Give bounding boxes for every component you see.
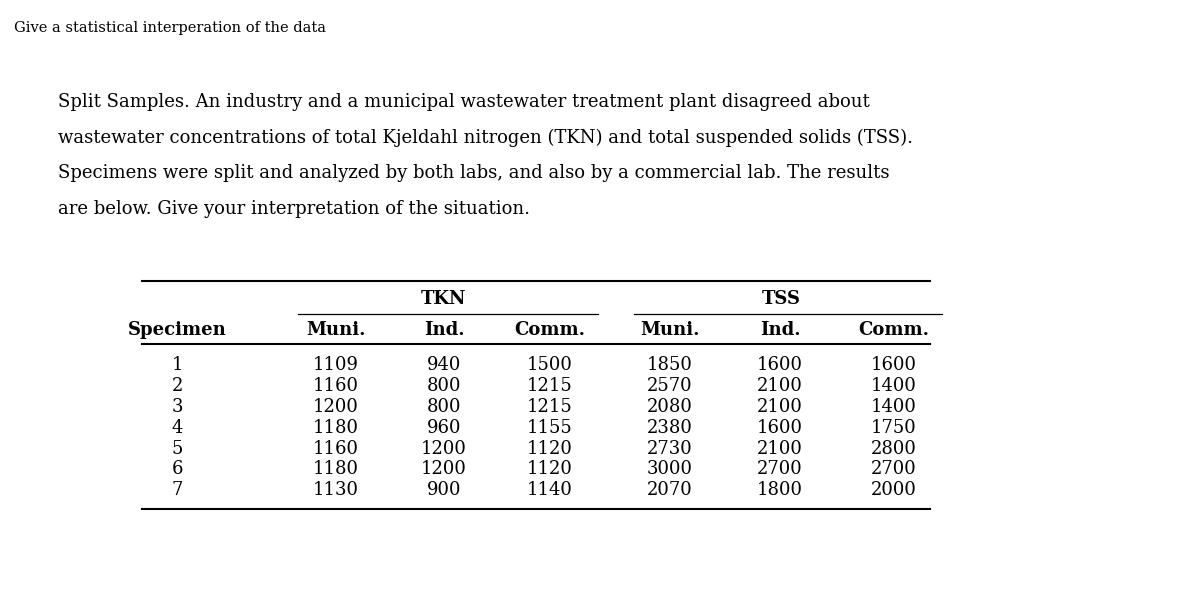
Text: 2080: 2080 <box>647 398 692 416</box>
Text: 2700: 2700 <box>757 460 803 478</box>
Text: 940: 940 <box>427 356 461 374</box>
Text: TKN: TKN <box>420 290 466 308</box>
Text: 1200: 1200 <box>421 460 467 478</box>
Text: 1500: 1500 <box>527 356 572 374</box>
Text: 2100: 2100 <box>757 398 803 416</box>
Text: Specimen: Specimen <box>128 321 227 339</box>
Text: 800: 800 <box>427 377 461 395</box>
Text: 2570: 2570 <box>647 377 692 395</box>
Text: 800: 800 <box>427 398 461 416</box>
Text: 2380: 2380 <box>647 419 692 437</box>
Text: 4: 4 <box>172 419 184 437</box>
Text: 1140: 1140 <box>527 481 572 499</box>
Text: 2000: 2000 <box>871 481 917 499</box>
Text: 1120: 1120 <box>527 460 572 478</box>
Text: 1800: 1800 <box>757 481 803 499</box>
Text: Comm.: Comm. <box>514 321 586 339</box>
Text: 2730: 2730 <box>647 440 692 457</box>
Text: 1850: 1850 <box>647 356 692 374</box>
Text: 1600: 1600 <box>757 356 803 374</box>
Text: 1160: 1160 <box>313 440 359 457</box>
Text: Ind.: Ind. <box>760 321 800 339</box>
Text: 1215: 1215 <box>527 398 572 416</box>
Text: 1109: 1109 <box>313 356 359 374</box>
Text: Give a statistical interperation of the data: Give a statistical interperation of the … <box>14 21 326 35</box>
Text: Muni.: Muni. <box>640 321 700 339</box>
Text: 2100: 2100 <box>757 377 803 395</box>
Text: 1400: 1400 <box>871 398 917 416</box>
Text: 1200: 1200 <box>313 398 359 416</box>
Text: 960: 960 <box>427 419 461 437</box>
Text: 1120: 1120 <box>527 440 572 457</box>
Text: 6: 6 <box>172 460 184 478</box>
Text: 2700: 2700 <box>871 460 917 478</box>
Text: Comm.: Comm. <box>858 321 930 339</box>
Text: 1750: 1750 <box>871 419 917 437</box>
Text: 1400: 1400 <box>871 377 917 395</box>
Text: 1180: 1180 <box>313 460 359 478</box>
Text: 3000: 3000 <box>647 460 692 478</box>
Text: 1215: 1215 <box>527 377 572 395</box>
Text: 900: 900 <box>427 481 461 499</box>
Text: 1600: 1600 <box>757 419 803 437</box>
Text: Muni.: Muni. <box>306 321 366 339</box>
Text: 1600: 1600 <box>871 356 917 374</box>
Text: 2800: 2800 <box>871 440 917 457</box>
Text: 1200: 1200 <box>421 440 467 457</box>
Text: 1: 1 <box>172 356 184 374</box>
Text: 5: 5 <box>172 440 184 457</box>
Text: wastewater concentrations of total Kjeldahl nitrogen (TKN) and total suspended s: wastewater concentrations of total Kjeld… <box>58 129 913 147</box>
Text: 2070: 2070 <box>647 481 692 499</box>
Text: 1130: 1130 <box>313 481 359 499</box>
Text: 3: 3 <box>172 398 184 416</box>
Text: Specimens were split and analyzed by both labs, and also by a commercial lab. Th: Specimens were split and analyzed by bot… <box>58 164 889 182</box>
Text: 7: 7 <box>172 481 184 499</box>
Text: 1180: 1180 <box>313 419 359 437</box>
Text: are below. Give your interpretation of the situation.: are below. Give your interpretation of t… <box>58 200 529 218</box>
Text: 2100: 2100 <box>757 440 803 457</box>
Text: 2: 2 <box>172 377 184 395</box>
Text: 1160: 1160 <box>313 377 359 395</box>
Text: Ind.: Ind. <box>424 321 464 339</box>
Text: 1155: 1155 <box>527 419 572 437</box>
Text: TSS: TSS <box>762 290 800 308</box>
Text: Split Samples. An industry and a municipal wastewater treatment plant disagreed : Split Samples. An industry and a municip… <box>58 93 869 111</box>
